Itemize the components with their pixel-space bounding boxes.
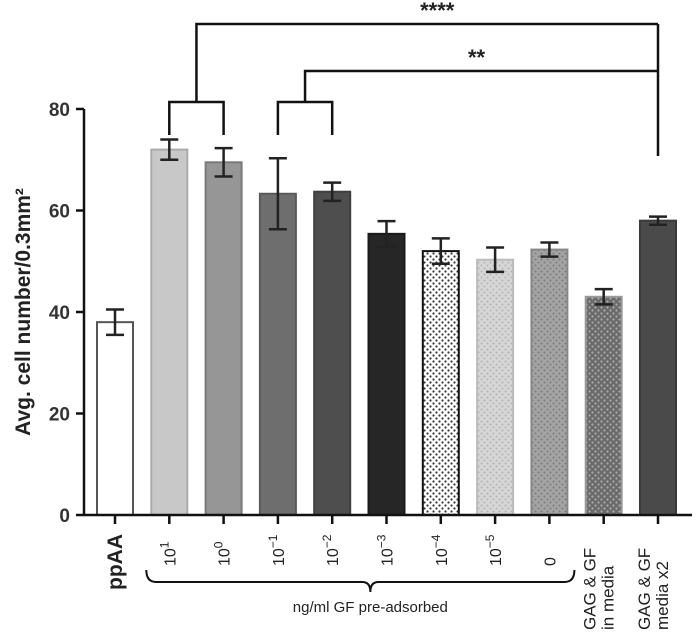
x-tick-label: ppAA bbox=[104, 534, 127, 590]
x-tick-label: 0 bbox=[542, 557, 559, 566]
bar bbox=[584, 295, 623, 516]
x-tick-label: 100 bbox=[212, 541, 234, 566]
x-tick-label: media x2 bbox=[653, 561, 672, 630]
bar bbox=[313, 190, 352, 516]
bar bbox=[150, 148, 189, 516]
significance-label: ** bbox=[468, 45, 486, 70]
x-tick-label: 10−2 bbox=[320, 534, 342, 566]
x-tick-label: 10−1 bbox=[266, 534, 288, 566]
bar bbox=[530, 248, 569, 516]
bar bbox=[476, 258, 515, 517]
x-tick-label: 10−3 bbox=[375, 534, 397, 566]
bar bbox=[258, 192, 297, 516]
y-axis-label: Avg. cell number/0.3mm² bbox=[12, 188, 35, 436]
group-brace-label: ng/ml GF pre-adsorbed bbox=[293, 599, 448, 616]
significance-group: ****** bbox=[168, 0, 660, 156]
bar bbox=[204, 161, 243, 516]
error-bars-group bbox=[106, 138, 667, 337]
group-brace: ng/ml GF pre-adsorbed bbox=[145, 569, 576, 616]
bar bbox=[639, 219, 677, 516]
y-tick-label: 20 bbox=[49, 405, 70, 426]
significance-fork bbox=[276, 100, 334, 135]
y-tick-label: 60 bbox=[49, 202, 70, 223]
y-tick-label: 80 bbox=[49, 100, 70, 121]
y-ticks-group: 0 20 40 60 80 bbox=[49, 100, 84, 527]
x-tick-label: 10−5 bbox=[483, 534, 505, 566]
x-tick-label: GAG & GF bbox=[581, 548, 600, 630]
bar bbox=[421, 250, 460, 516]
bars-group bbox=[96, 148, 677, 517]
x-tick-label: GAG & GF bbox=[635, 548, 654, 630]
significance-label: **** bbox=[420, 0, 455, 23]
x-tick-label: 10−4 bbox=[429, 534, 451, 566]
group-brace-path bbox=[145, 569, 576, 593]
bar bbox=[367, 232, 406, 516]
bar bbox=[96, 321, 134, 516]
x-tick-label: 101 bbox=[157, 541, 179, 566]
y-tick-label: 40 bbox=[49, 303, 70, 324]
y-tick-label: 0 bbox=[59, 506, 70, 527]
x-tick-label: in media bbox=[599, 565, 618, 630]
significance-bracket bbox=[303, 69, 658, 102]
significance-fork bbox=[168, 100, 225, 135]
significance-bracket bbox=[195, 22, 658, 102]
